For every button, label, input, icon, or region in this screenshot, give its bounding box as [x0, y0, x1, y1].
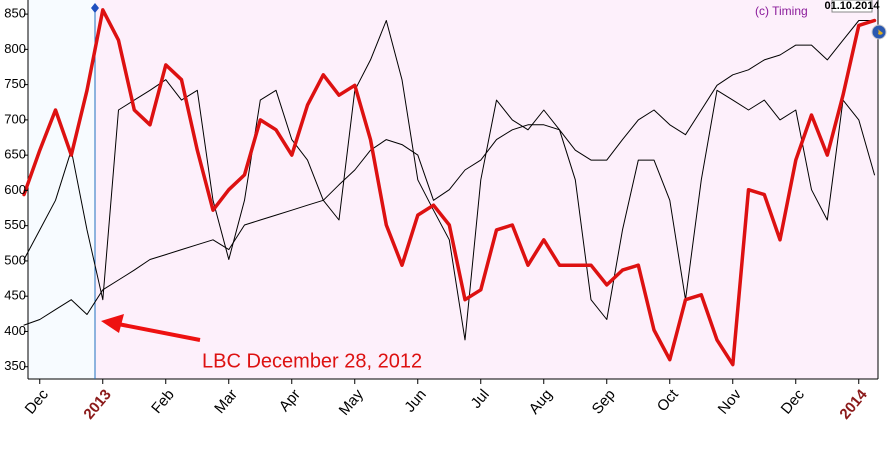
y-tick-label: 600 — [4, 182, 26, 197]
y-tick-label: 350 — [4, 358, 26, 373]
series-line — [23, 20, 875, 341]
y-tick-label: 400 — [4, 323, 26, 338]
annotation-arrow — [117, 322, 201, 342]
y-tick-label: 650 — [4, 147, 26, 162]
y-tick-label: 500 — [4, 252, 26, 267]
annotation-arrowhead — [101, 314, 124, 333]
series-line — [22, 8, 877, 367]
y-tick-label: 700 — [4, 111, 26, 126]
plot-left-zone — [28, 0, 95, 379]
y-tick-label: 450 — [4, 288, 26, 303]
y-tick-label: 800 — [4, 41, 26, 56]
annotation: LBC December 28, 2012 — [202, 350, 422, 372]
y-tick-label: 850 — [4, 6, 26, 21]
series-line — [23, 20, 875, 326]
date-box — [831, 0, 873, 13]
watermark: (c) Timing — [755, 4, 808, 18]
y-tick-label: 550 — [4, 217, 26, 232]
marker-diamond — [91, 3, 99, 13]
globe-land — [876, 28, 883, 35]
date-label: 01.10.2014 — [824, 0, 880, 12]
series-layer — [22, 8, 877, 367]
y-tick-label: 750 — [4, 76, 26, 91]
plot-zone — [95, 0, 878, 379]
